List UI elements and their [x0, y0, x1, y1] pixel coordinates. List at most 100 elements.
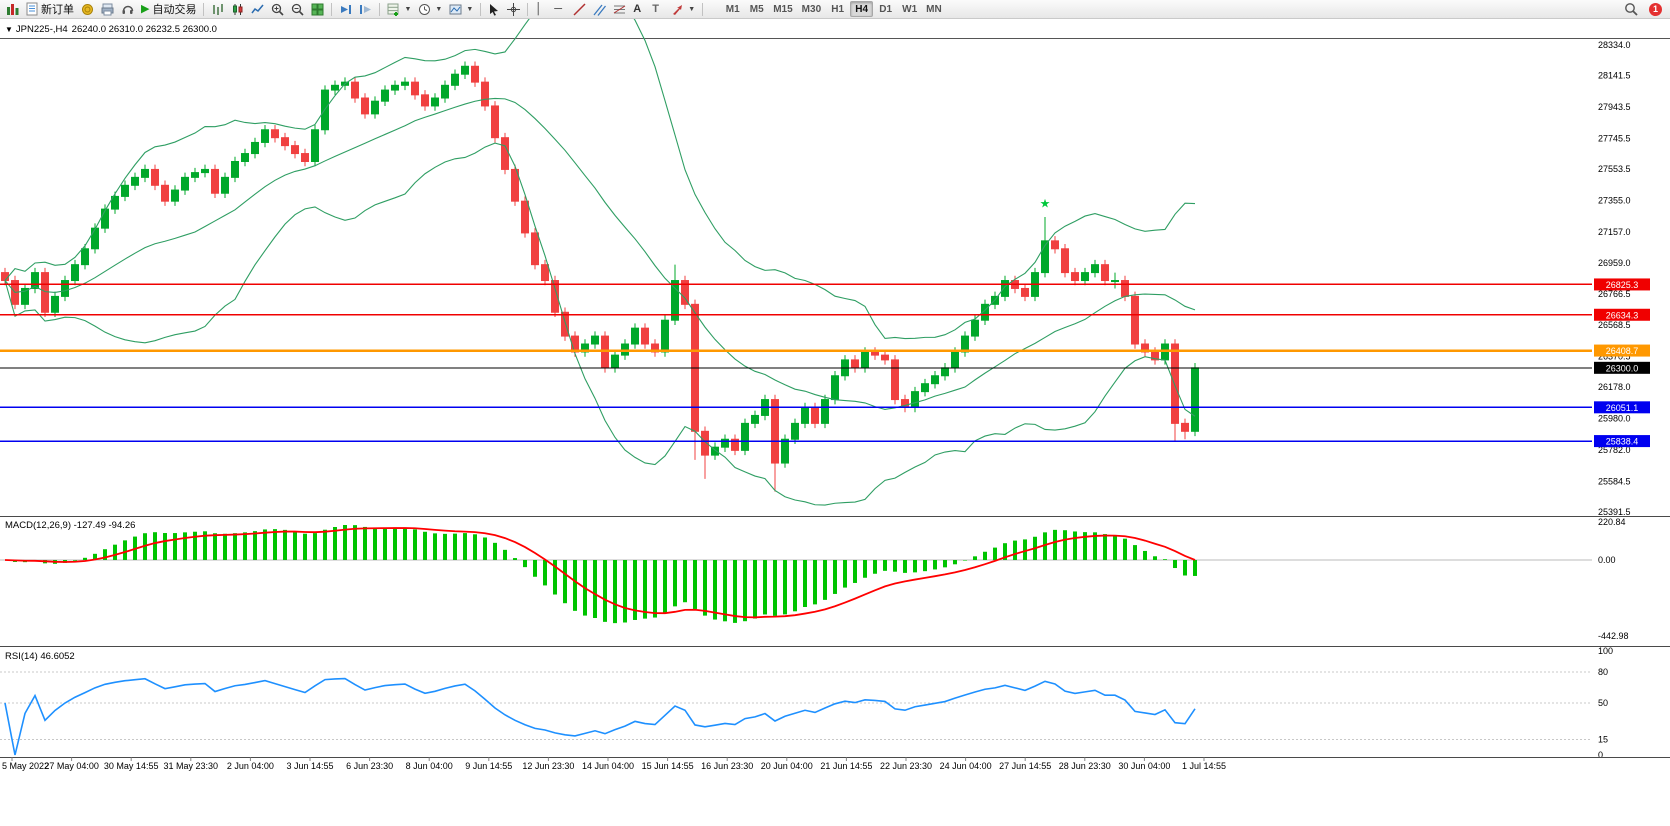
support-button[interactable] — [118, 1, 137, 18]
svg-text:27157.0: 27157.0 — [1598, 227, 1631, 237]
zoom-in-button[interactable] — [268, 1, 287, 18]
price-axis: 28334.0 28141.5 27943.5 27745.5 27553.5 27355… — [1594, 40, 1650, 517]
print-icon — [101, 3, 114, 15]
indicators-icon — [387, 3, 399, 16]
app-icon — [3, 1, 22, 18]
zoom-in-icon — [272, 3, 285, 16]
cursor-button[interactable] — [485, 1, 503, 18]
auto-scroll-button[interactable] — [336, 1, 355, 18]
svg-text:27 Jun 14:55: 27 Jun 14:55 — [999, 761, 1051, 771]
timeframe-d1-button[interactable]: D1 — [874, 1, 897, 17]
svg-text:30 May 14:55: 30 May 14:55 — [104, 761, 159, 771]
gold-coin-button[interactable] — [78, 1, 97, 18]
arrows-button[interactable]: ▼ — [668, 1, 698, 18]
templates-button[interactable]: ▼ — [446, 1, 476, 18]
fibonacci-button[interactable] — [610, 1, 629, 18]
candlestick-icon — [233, 3, 243, 15]
svg-text:12 Jun 23:30: 12 Jun 23:30 — [522, 761, 574, 771]
svg-text:22 Jun 23:30: 22 Jun 23:30 — [880, 761, 932, 771]
bar-chart-button[interactable] — [208, 1, 227, 18]
svg-text:27553.5: 27553.5 — [1598, 164, 1631, 174]
timeframe-h1-button[interactable]: H1 — [826, 1, 849, 17]
price-chart-canvas[interactable]: ★ 28334.0 28141.5 27943.5 27745.5 27553.5 2735… — [0, 19, 1670, 826]
text-button[interactable]: A — [630, 1, 648, 18]
macd-indicator-label: MACD(12,26,9) -127.49 -94.26 — [5, 520, 136, 531]
svg-text:31 May 23:30: 31 May 23:30 — [164, 761, 219, 771]
symbol-ohlc: 26240.0 26310.0 26232.5 26300.0 — [71, 24, 217, 35]
search-icon — [1625, 3, 1638, 16]
svg-text:16 Jun 23:30: 16 Jun 23:30 — [701, 761, 753, 771]
timeframe-mn-button[interactable]: MN — [922, 1, 946, 17]
indicators-button[interactable]: ▼ — [384, 1, 414, 18]
gold-coin-icon — [82, 3, 93, 15]
chevron-down-icon: ▼ — [466, 5, 474, 13]
chart-window: ★ 28334.0 28141.5 27943.5 27745.5 27553.5 2735… — [0, 19, 1670, 826]
auto-scroll-icon — [341, 4, 352, 14]
svg-text:27745.5: 27745.5 — [1598, 133, 1631, 143]
timeframe-m5-button[interactable]: M5 — [745, 1, 768, 17]
svg-text:26051.1: 26051.1 — [1606, 403, 1639, 413]
fibonacci-icon — [614, 5, 626, 13]
svg-text:30 Jun 04:00: 30 Jun 04:00 — [1118, 761, 1170, 771]
timeframe-m30-button[interactable]: M30 — [798, 1, 825, 17]
chart-shift-button[interactable] — [356, 1, 375, 18]
symbol-dropdown-icon[interactable]: ▼ — [5, 25, 13, 34]
svg-text:5 May 2022: 5 May 2022 — [2, 761, 49, 771]
timeframe-m1-button[interactable]: M1 — [721, 1, 744, 17]
autotrading-button[interactable]: ▶ 自动交易 — [138, 1, 199, 18]
tile-windows-button[interactable] — [308, 1, 327, 18]
svg-text:8 Jun 04:00: 8 Jun 04:00 — [406, 761, 453, 771]
svg-text:25980.0: 25980.0 — [1598, 414, 1631, 424]
timeframe-w1-button[interactable]: W1 — [898, 1, 921, 17]
new-order-button[interactable]: 新订单 — [23, 1, 77, 18]
notification-badge[interactable]: 1 — [1649, 2, 1662, 16]
symbol-name: JPN225-,H4 — [15, 24, 68, 35]
svg-text:25584.5: 25584.5 — [1598, 476, 1631, 486]
timeframe-h4-button[interactable]: H4 — [850, 1, 874, 17]
svg-text:26408.7: 26408.7 — [1606, 346, 1639, 356]
trendline-button[interactable] — [570, 1, 589, 18]
toolbar-separator — [331, 2, 333, 16]
line-chart-button[interactable] — [248, 1, 267, 18]
symbol-info: ▼ JPN225-,H4 26240.0 26310.0 26232.5 26300… — [5, 24, 221, 35]
svg-text:28 Jun 23:30: 28 Jun 23:30 — [1059, 761, 1111, 771]
candles-layer — [1, 61, 1199, 492]
svg-text:26825.3: 26825.3 — [1606, 280, 1639, 290]
channel-button[interactable] — [590, 1, 609, 18]
timeframe-m15-button[interactable]: M15 — [769, 1, 796, 17]
bar-chart-icon — [213, 3, 224, 15]
zoom-out-button[interactable] — [288, 1, 307, 18]
search-button[interactable] — [1621, 1, 1641, 18]
print-button[interactable] — [98, 1, 117, 18]
clock-icon — [419, 3, 431, 15]
horizontal-line-button[interactable]: ─ — [551, 1, 569, 18]
toolbar-separator — [702, 2, 704, 16]
chevron-down-icon: ▼ — [688, 5, 696, 13]
vertical-line-button[interactable]: │ — [532, 1, 550, 18]
zoom-out-icon — [292, 3, 305, 16]
svg-text:9 Jun 14:55: 9 Jun 14:55 — [465, 761, 512, 771]
rsi-panel: 100 80 50 15 0 — [0, 646, 1613, 760]
svg-text:25782.0: 25782.0 — [1598, 445, 1631, 455]
toolbar-separator — [203, 2, 205, 16]
rsi-indicator-label: RSI(14) 46.6052 — [5, 651, 75, 662]
svg-text:2 Jun 04:00: 2 Jun 04:00 — [227, 761, 274, 771]
macd-panel: 220.84 0.00 -442.98 — [0, 517, 1629, 641]
timeframe-toolbar: M1 M5 M15 M30 H1 H4 D1 W1 MN — [721, 1, 945, 17]
toolbar-separator — [480, 2, 482, 16]
svg-text:15: 15 — [1598, 734, 1608, 744]
svg-text:25838.4: 25838.4 — [1606, 437, 1639, 447]
headset-icon — [122, 5, 134, 14]
label-button[interactable]: T — [649, 1, 667, 18]
crosshair-button[interactable] — [504, 1, 523, 18]
candlestick-chart-button[interactable] — [228, 1, 247, 18]
vertical-line-icon: │ — [535, 2, 543, 15]
svg-text:100: 100 — [1598, 646, 1613, 656]
new-order-icon — [26, 2, 38, 16]
new-order-label: 新订单 — [41, 4, 74, 16]
toolbar-separator — [527, 2, 529, 16]
svg-text:80: 80 — [1598, 667, 1608, 677]
toolbar-right: 1 — [1621, 1, 1667, 18]
periods-button[interactable]: ▼ — [415, 1, 445, 18]
